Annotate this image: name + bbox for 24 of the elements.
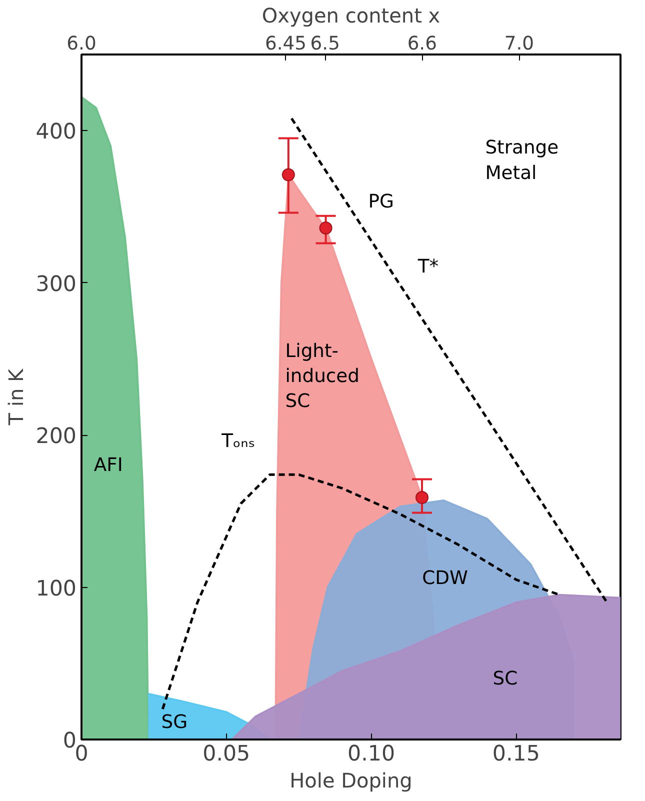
annotation: 6.0 — [66, 34, 96, 54]
x-axis-title: Hole Doping — [290, 768, 412, 792]
x-tick-label: 0.10 — [348, 742, 396, 766]
y-tick-label: 400 — [36, 120, 77, 145]
annotation: 6.5 — [310, 34, 340, 54]
annotation: CDW — [422, 568, 468, 590]
annotation: SG — [161, 712, 188, 733]
annotation: Light- induced SC — [285, 340, 360, 412]
annotation: PG — [368, 191, 394, 212]
y-tick-label: 100 — [36, 576, 77, 602]
y-tick-label: 200 — [36, 424, 77, 450]
annotation: Tₒₙₛ — [220, 431, 256, 452]
annotation: SC — [492, 668, 518, 690]
x-tick-label: 0.05 — [202, 742, 250, 766]
annotation: 7.0 — [504, 34, 534, 54]
annotation: 6.45 — [265, 34, 307, 54]
annotation: AFI — [94, 455, 123, 476]
y-tick-label: 300 — [36, 272, 77, 297]
annotation: 6.6 — [407, 34, 437, 54]
x2-axis-title: Oxygen content x — [262, 4, 440, 28]
x-tick-label: 0.15 — [492, 742, 540, 766]
annotation: T* — [416, 256, 439, 278]
annotation: Strange Metal — [485, 138, 559, 184]
y-axis-title: T in K — [4, 368, 28, 426]
